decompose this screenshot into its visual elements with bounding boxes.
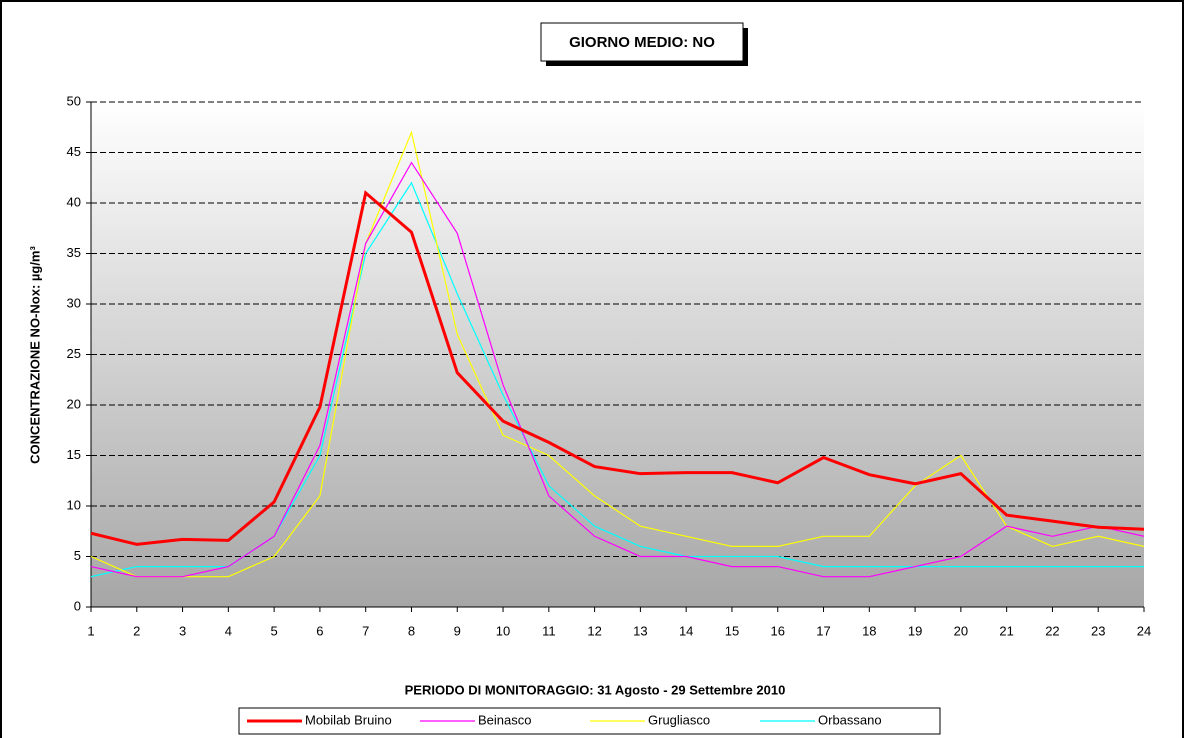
series-line (90, 130, 1145, 578)
legend-label: Mobilab Bruino (305, 712, 392, 727)
y-tick-label: 0 (74, 598, 81, 613)
x-tick-label: 20 (954, 623, 968, 638)
legend-label: Grugliasco (648, 712, 710, 727)
x-tick-label: 5 (271, 623, 278, 638)
x-tick-label: 22 (1045, 623, 1059, 638)
x-tick-label: 9 (454, 623, 461, 638)
x-tick-label: 17 (816, 623, 830, 638)
legend-label: Beinasco (478, 712, 531, 727)
x-tick-label: 10 (496, 623, 510, 638)
x-tick-label: 1 (87, 623, 94, 638)
legend-label: Orbassano (818, 712, 882, 727)
x-tick-label: 13 (633, 623, 647, 638)
series-line (90, 190, 1145, 546)
x-tick-label: 14 (679, 623, 693, 638)
x-axis-title: PERIODO DI MONITORAGGIO: 31 Agosto - 29 … (405, 682, 786, 697)
x-tick-label: 6 (316, 623, 323, 638)
x-tick-label: 8 (408, 623, 415, 638)
y-tick-label: 30 (67, 295, 81, 310)
title-box (540, 22, 744, 62)
x-tick-label: 16 (771, 623, 785, 638)
x-tick-label: 3 (179, 623, 186, 638)
x-tick-label: 24 (1137, 623, 1151, 638)
y-tick-label: 15 (67, 447, 81, 462)
y-tick-label: 25 (67, 346, 81, 361)
x-tick-label: 7 (362, 623, 369, 638)
x-tick-label: 23 (1091, 623, 1105, 638)
x-tick-label: 2 (133, 623, 140, 638)
x-tick-label: 4 (225, 623, 232, 638)
y-tick-label: 50 (67, 93, 81, 108)
y-tick-label: 5 (74, 548, 81, 563)
series-line (90, 161, 1145, 578)
x-tick-label: 18 (862, 623, 876, 638)
x-tick-label: 11 (542, 623, 556, 638)
chart-title: GIORNO MEDIO: NO (569, 34, 715, 51)
y-tick-label: 10 (67, 497, 81, 512)
x-tick-label: 21 (999, 623, 1013, 638)
y-tick-label: 45 (67, 144, 81, 159)
x-tick-label: 12 (587, 623, 601, 638)
y-tick-label: 20 (67, 396, 81, 411)
y-axis-title: CONCENTRAZIONE NO-Nox: µg/m³ (27, 246, 42, 464)
x-tick-label: 15 (725, 623, 739, 638)
legend-box (238, 707, 941, 735)
y-tick-label: 40 (67, 194, 81, 209)
x-tick-label: 19 (908, 623, 922, 638)
y-tick-label: 35 (67, 245, 81, 260)
